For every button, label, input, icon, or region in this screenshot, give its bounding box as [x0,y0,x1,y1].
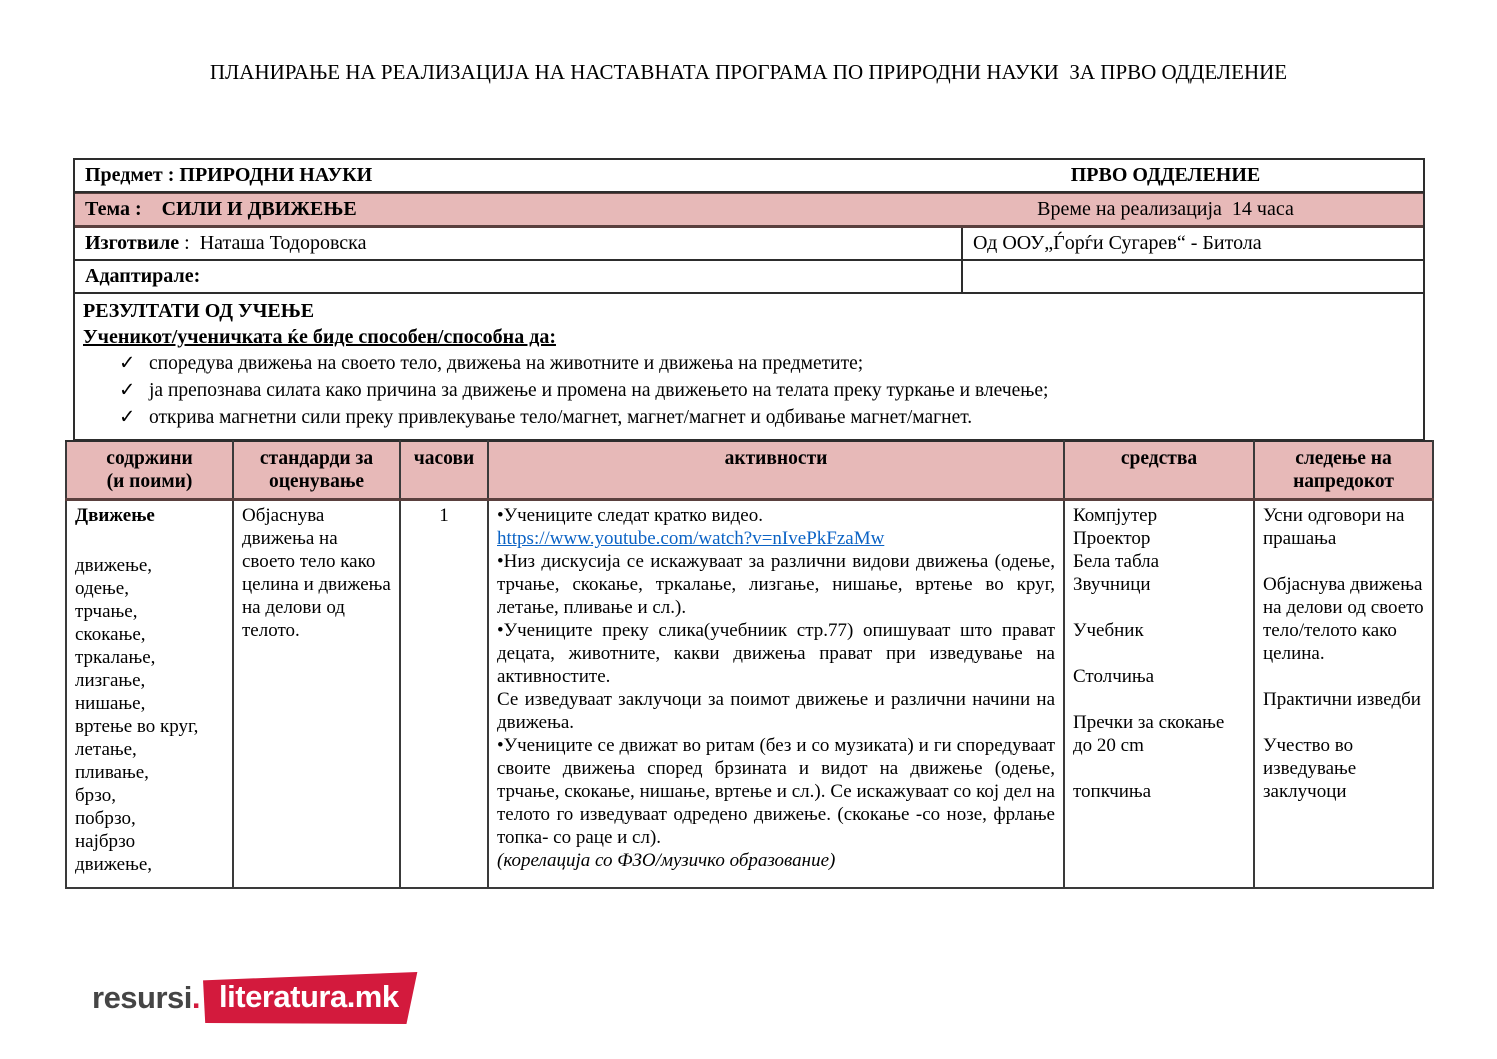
content-term: лизгање, [75,670,146,691]
contents-cell: Движење движење, одење, трчање, скокање,… [65,498,234,889]
activity-link-line: https://www.youtube.com/watch?v=nIvePkFz… [497,527,1055,550]
activity-correlation-note: (корелација со ФЗО/музичко образование) [497,850,836,871]
checkmark-icon: ✓ [119,380,136,401]
spacer [1073,688,1245,711]
result-item-text: открива магнетни сили преку привлекување… [149,407,973,428]
adapted-value-empty [961,261,1423,292]
resource-item: Компјутер [1073,505,1158,526]
spacer [1073,596,1245,619]
content-term: движење, [75,555,153,576]
resource-item: топкчиња [1073,781,1152,802]
checkmark-icon: ✓ [119,407,136,428]
adapted-row: Адаптирале: [75,261,1423,294]
standard-cell: Објаснува движења на своето тело како це… [232,498,401,889]
resource-item: Проектор [1073,528,1151,549]
resource-item: Звучници [1073,574,1151,595]
activities-cell: •Учениците следат кратко видео. https://… [487,498,1065,889]
header-contents: содржини (и поими) [65,440,234,501]
header-monitoring: следење на напредокот [1253,440,1434,501]
realization-time-label: Време на реализација 14 часа [1037,198,1294,220]
content-term: одење, [75,578,129,599]
spacer [1073,757,1245,780]
monitoring-item: Усни одговори на прашања [1263,505,1405,549]
content-term: летање, [75,739,137,760]
results-title: РЕЗУЛТАТИ ОД УЧЕЊЕ [83,300,315,322]
resource-item: Пречки за скокање до 20 cm [1073,712,1225,756]
planning-table: содржини (и поими) стандарди за оценувањ… [65,440,1434,889]
content-term: пливање, [75,762,149,783]
monitoring-item: Објаснува движења на делови од своето те… [1263,574,1424,664]
activity-item: •Учениците следат кратко видео. [497,505,763,526]
header-standards: стандарди за оценување [232,440,401,501]
monitoring-cell: Усни одговори на прашања Објаснува движе… [1253,498,1434,889]
results-row: РЕЗУЛТАТИ ОД УЧЕЊЕ Ученикот/ученичката ќ… [75,294,1423,439]
result-item: ✓ ја препознава силата како причина за д… [83,377,1413,404]
subject-label: Предмет : ПРИРОДНИ НАУКИ [85,164,373,186]
spacer [1263,711,1424,734]
info-table: Предмет : ПРИРОДНИ НАУКИ ПРВО ОДДЕЛЕНИЕ … [73,158,1425,441]
resources-cell: Компјутер Проектор Бела табла Звучници У… [1063,498,1255,889]
adapted-label: Адаптирале: [85,265,201,287]
activity-item: •Низ дискусија се искажуваат за различни… [497,551,1055,618]
result-item-text: споредува движења на своето тело, движењ… [149,353,864,374]
resursi-literatura-logo: resursi. literatura.mk [92,972,421,1024]
author-row: Изготвиле : Наташа Тодоровска Од ООУ„Ѓор… [75,228,1423,261]
content-term: трчање, [75,601,138,622]
activity-item: •Учениците се движат во ритам (без и со … [497,735,1055,848]
youtube-link[interactable]: https://www.youtube.com/watch?v=nIvePkFz… [497,528,885,549]
content-term: скокање, [75,624,146,645]
header-resources: средства [1063,440,1255,501]
author-cell: Изготвиле : Наташа Тодоровска [75,228,961,259]
resource-item: Бела табла [1073,551,1160,572]
logo-badge-text: literatura.mk [203,972,418,1024]
content-term: движење, [75,854,153,875]
table-row: Движење движење, одење, трчање, скокање,… [65,498,1434,889]
activity-item: Се изведуваат заклучоци за поимот движењ… [497,689,1055,733]
content-term: побрзо, [75,808,136,829]
theme-label: Тема : СИЛИ И ДВИЖЕЊЕ [85,198,357,220]
spacer [1073,642,1245,665]
school-label: Од ООУ„Ѓорѓи Сугарев“ - Битола [961,228,1423,259]
content-term: вртење во круг, [75,716,199,737]
content-title: Движење [75,505,155,526]
spacer [75,527,224,554]
resource-item: Учебник [1073,620,1144,641]
checkmark-icon: ✓ [119,353,136,374]
result-item-text: ја препознава силата како причина за дви… [149,380,1049,401]
result-item: ✓ открива магнетни сили преку привлекува… [83,404,1413,431]
content-term: тркалање, [75,647,156,668]
spacer [1263,550,1424,573]
subject-row: Предмет : ПРИРОДНИ НАУКИ ПРВО ОДДЕЛЕНИЕ [75,160,1423,193]
content-term: брзо, [75,785,117,806]
hours-cell: 1 [399,498,489,889]
spacer [1263,665,1424,688]
activity-item: •Учениците преку слика(учебниик стр.77) … [497,620,1055,687]
results-subtitle: Ученикот/ученичката ќе биде способен/спо… [83,326,556,348]
logo-dot: . [191,980,201,1015]
content-term: нишање, [75,693,146,714]
author-label: Изготвиле [85,232,180,254]
table-header-row: содржини (и поими) стандарди за оценувањ… [65,440,1434,501]
monitoring-item: Учество во изведување заклучоци [1263,735,1357,802]
header-hours: часови [399,440,489,501]
content-term: најбрзо [75,831,136,852]
logo-prefix-text: resursi. [92,980,201,1015]
monitoring-item: Практични изведби [1263,689,1421,710]
result-item: ✓ споредува движења на своето тело, движ… [83,350,1413,377]
author-value: : Наташа Тодоровска [179,232,367,254]
theme-row: Тема : СИЛИ И ДВИЖЕЊЕ Време на реализаци… [75,193,1423,228]
resource-item: Столчиња [1073,666,1155,687]
header-activities: активности [487,440,1065,501]
grade-label: ПРВО ОДДЕЛЕНИЕ [1070,164,1261,186]
page-title: ПЛАНИРАЊЕ НА РЕАЛИЗАЦИЈА НА НАСТАВНАТА П… [209,60,1288,84]
